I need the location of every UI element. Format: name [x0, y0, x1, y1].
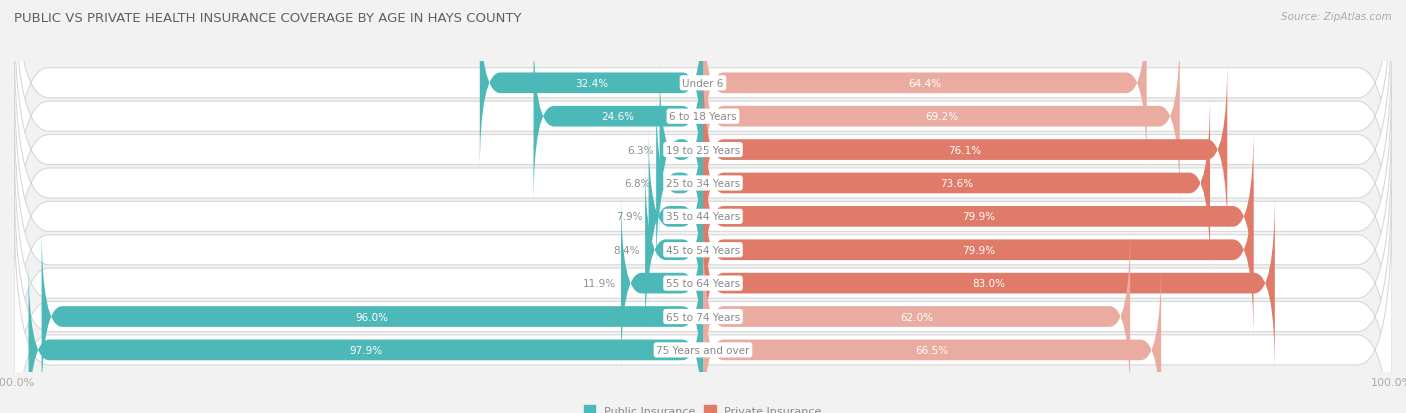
FancyBboxPatch shape — [28, 261, 703, 413]
Text: 32.4%: 32.4% — [575, 78, 607, 88]
Text: 69.2%: 69.2% — [925, 112, 957, 122]
Text: Under 6: Under 6 — [682, 78, 724, 88]
Text: 66.5%: 66.5% — [915, 345, 949, 355]
FancyBboxPatch shape — [14, 0, 1392, 302]
FancyBboxPatch shape — [703, 227, 1130, 406]
FancyBboxPatch shape — [657, 94, 703, 273]
Text: 55 to 64 Years: 55 to 64 Years — [666, 278, 740, 288]
Text: 11.9%: 11.9% — [582, 278, 616, 288]
Text: Source: ZipAtlas.com: Source: ZipAtlas.com — [1281, 12, 1392, 22]
FancyBboxPatch shape — [703, 261, 1161, 413]
FancyBboxPatch shape — [659, 61, 703, 240]
Text: PUBLIC VS PRIVATE HEALTH INSURANCE COVERAGE BY AGE IN HAYS COUNTY: PUBLIC VS PRIVATE HEALTH INSURANCE COVER… — [14, 12, 522, 25]
FancyBboxPatch shape — [14, 32, 1392, 335]
Text: 19 to 25 Years: 19 to 25 Years — [666, 145, 740, 155]
FancyBboxPatch shape — [648, 127, 703, 306]
FancyBboxPatch shape — [621, 194, 703, 373]
Text: 64.4%: 64.4% — [908, 78, 942, 88]
FancyBboxPatch shape — [703, 27, 1180, 206]
Text: 6.3%: 6.3% — [627, 145, 654, 155]
FancyBboxPatch shape — [703, 161, 1254, 340]
FancyBboxPatch shape — [533, 27, 703, 206]
FancyBboxPatch shape — [14, 0, 1392, 268]
Text: 83.0%: 83.0% — [973, 278, 1005, 288]
Text: 97.9%: 97.9% — [349, 345, 382, 355]
FancyBboxPatch shape — [14, 65, 1392, 368]
Text: 96.0%: 96.0% — [356, 312, 389, 322]
Text: 73.6%: 73.6% — [941, 178, 973, 188]
Text: 35 to 44 Years: 35 to 44 Years — [666, 212, 740, 222]
Text: 25 to 34 Years: 25 to 34 Years — [666, 178, 740, 188]
Text: 6.8%: 6.8% — [624, 178, 651, 188]
Text: 79.9%: 79.9% — [962, 212, 995, 222]
Text: 79.9%: 79.9% — [962, 245, 995, 255]
FancyBboxPatch shape — [703, 194, 1275, 373]
FancyBboxPatch shape — [703, 61, 1227, 240]
Text: 75 Years and over: 75 Years and over — [657, 345, 749, 355]
Text: 76.1%: 76.1% — [949, 145, 981, 155]
FancyBboxPatch shape — [14, 132, 1392, 413]
FancyBboxPatch shape — [42, 227, 703, 406]
FancyBboxPatch shape — [14, 165, 1392, 413]
Text: 62.0%: 62.0% — [900, 312, 934, 322]
FancyBboxPatch shape — [14, 0, 1392, 235]
Legend: Public Insurance, Private Insurance: Public Insurance, Private Insurance — [583, 405, 823, 413]
FancyBboxPatch shape — [479, 0, 703, 173]
Text: 45 to 54 Years: 45 to 54 Years — [666, 245, 740, 255]
Text: 24.6%: 24.6% — [602, 112, 636, 122]
Text: 6 to 18 Years: 6 to 18 Years — [669, 112, 737, 122]
FancyBboxPatch shape — [703, 127, 1254, 306]
FancyBboxPatch shape — [703, 94, 1211, 273]
FancyBboxPatch shape — [645, 161, 703, 340]
FancyBboxPatch shape — [14, 99, 1392, 402]
Text: 7.9%: 7.9% — [617, 212, 643, 222]
FancyBboxPatch shape — [703, 0, 1147, 173]
FancyBboxPatch shape — [14, 199, 1392, 413]
Text: 65 to 74 Years: 65 to 74 Years — [666, 312, 740, 322]
Text: 8.4%: 8.4% — [613, 245, 640, 255]
